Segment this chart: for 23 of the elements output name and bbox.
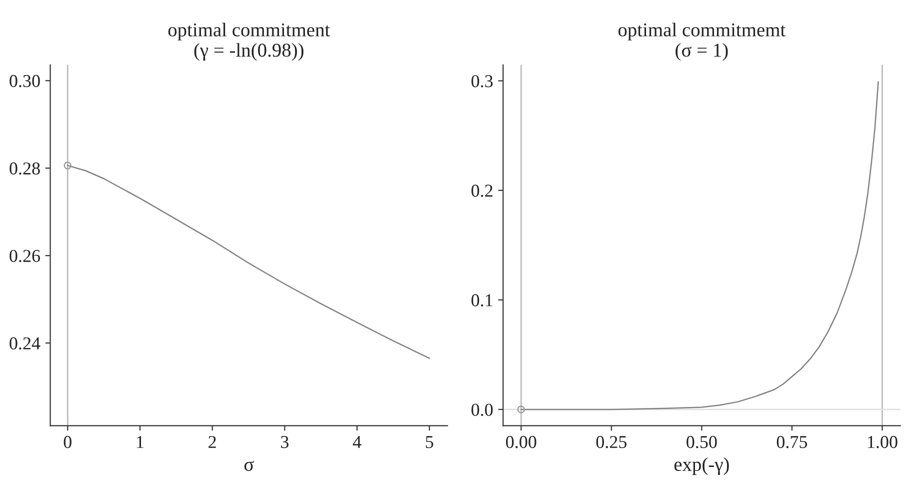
y-tick-label: 0.24 xyxy=(10,337,40,350)
x-tick-label: 0.00 xyxy=(506,436,536,448)
x-tick-label: 1.00 xyxy=(868,436,898,448)
y-tick-label: 0.0 xyxy=(471,404,493,416)
x-tick-label: 0 xyxy=(64,436,72,448)
x-tick-label: 5 xyxy=(426,436,434,448)
x-tick-label: 0.25 xyxy=(596,436,627,448)
chart-title: optimal commitment (γ = -ln(0.98)) xyxy=(168,22,330,61)
chart-title: optimal commitmemt (σ = 1) xyxy=(618,22,786,61)
x-tick-label: 0.50 xyxy=(686,436,717,448)
x-tick-label: 0.75 xyxy=(776,436,808,448)
y-tick-label: 0.1 xyxy=(471,294,492,306)
y-tick-label: 0.3 xyxy=(471,75,493,88)
x-tick-label: 1 xyxy=(137,436,144,448)
x-axis-title: σ xyxy=(244,460,254,472)
x-tick-label: 3 xyxy=(281,436,288,448)
y-tick-label: 0.28 xyxy=(10,162,40,175)
y-tick-label: 0.30 xyxy=(10,74,40,88)
x-tick-label: 4 xyxy=(352,436,362,448)
x-axis-title: exp(-γ) xyxy=(674,457,729,475)
y-tick-label: 0.2 xyxy=(471,184,492,197)
y-tick-label: 0.26 xyxy=(10,250,40,262)
x-tick-label: 2 xyxy=(208,436,216,448)
